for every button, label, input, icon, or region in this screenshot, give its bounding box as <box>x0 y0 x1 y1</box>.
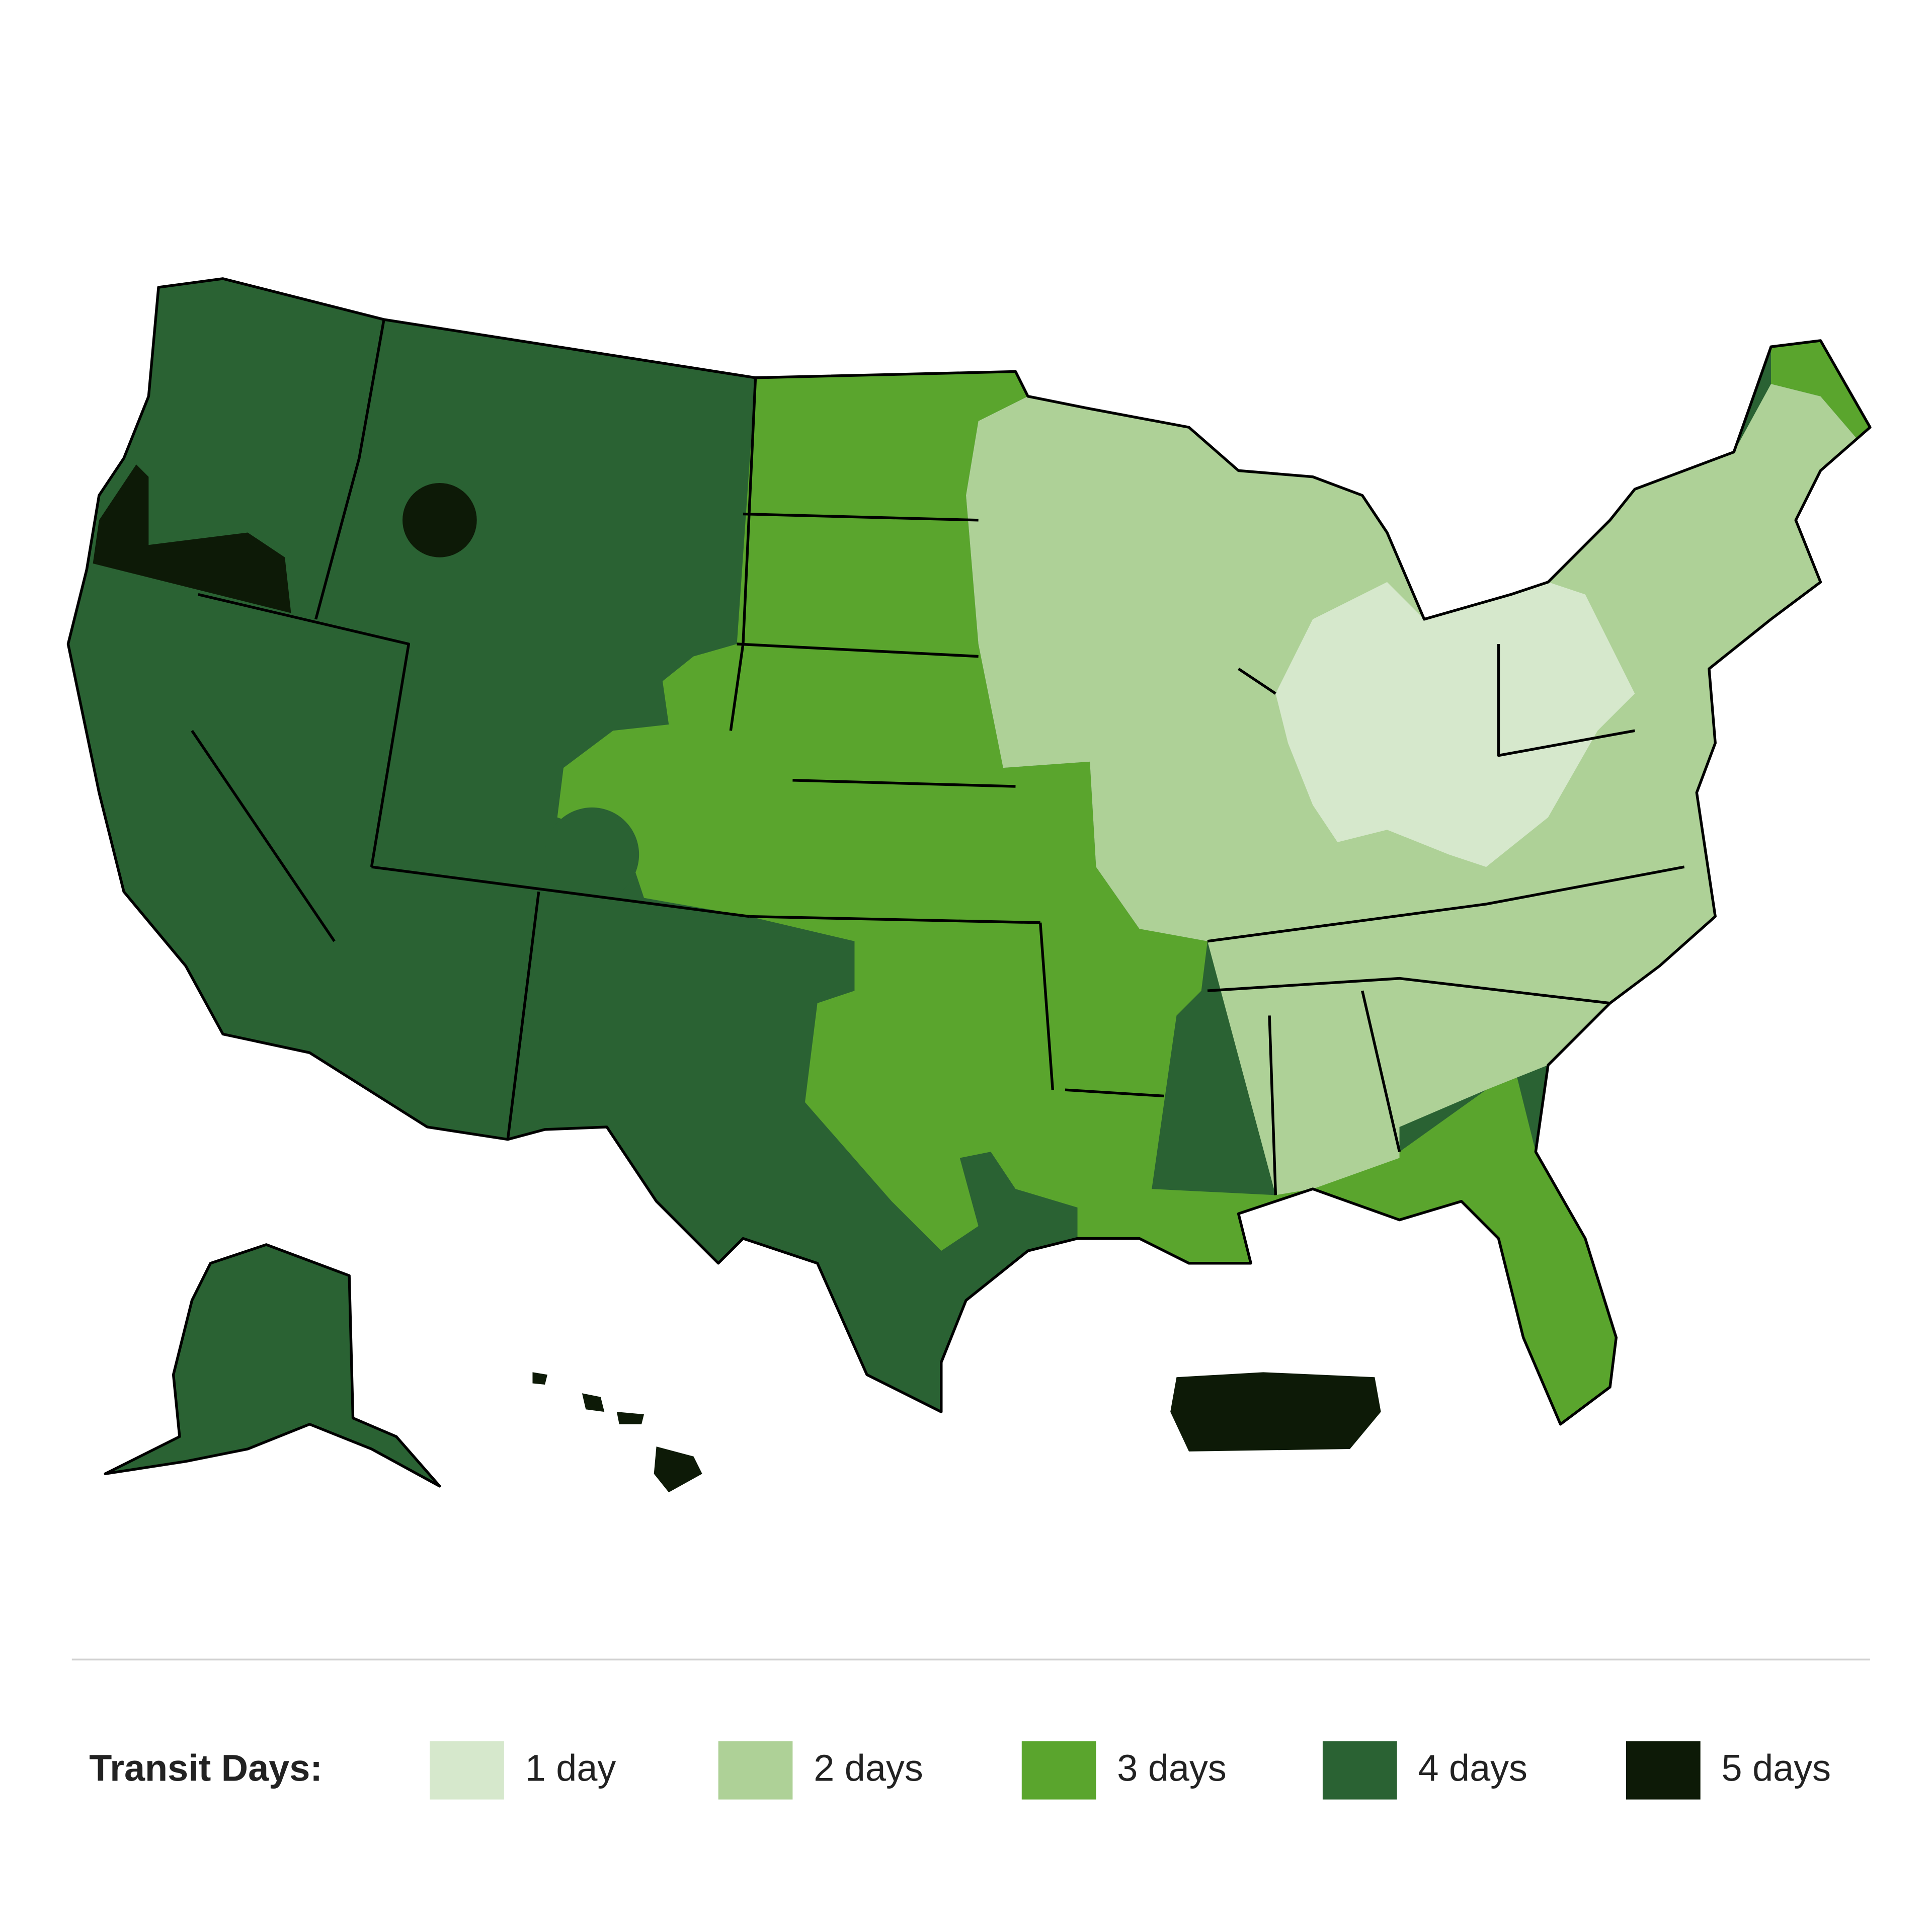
legend-label: 5 days <box>1722 1747 1831 1789</box>
map-zone <box>532 1372 547 1385</box>
map-zone <box>654 1446 702 1493</box>
map-zone <box>1771 340 1870 440</box>
map-zone <box>557 371 1617 1424</box>
state-border <box>1361 990 1401 1152</box>
state-border <box>743 512 979 522</box>
map-zone <box>1170 1372 1381 1452</box>
map-zone <box>105 1244 440 1486</box>
state-outline <box>104 1243 441 1488</box>
state-outline <box>66 277 1872 1426</box>
state-border <box>1207 977 1611 1005</box>
state-border <box>1065 1088 1165 1098</box>
legend: 1 day 2 days 3 days 4 days 5 days <box>430 1741 1831 1800</box>
map-zone <box>1275 582 1635 867</box>
legend-swatch <box>1626 1741 1701 1800</box>
state-border <box>198 593 411 867</box>
legend-swatch <box>1322 1741 1397 1800</box>
legend-label: 2 days <box>814 1747 923 1789</box>
state-border <box>371 865 750 918</box>
state-border <box>1038 922 1055 1090</box>
state-border <box>737 642 979 658</box>
state-border <box>792 779 1016 788</box>
legend-title: Transit Days: <box>89 1747 323 1789</box>
map-outlines <box>66 277 1872 1488</box>
state-border <box>1268 1015 1277 1195</box>
map-zone <box>403 483 477 557</box>
state-border <box>1238 667 1276 695</box>
state-border <box>191 730 336 942</box>
map-zone <box>582 1393 605 1412</box>
legend-swatch <box>718 1741 793 1800</box>
legend-swatch <box>430 1741 504 1800</box>
state-border <box>749 915 1040 924</box>
legend-label: 1 day <box>525 1747 616 1789</box>
state-border <box>1207 865 1685 943</box>
map-zone <box>545 807 639 902</box>
legend-label: 3 days <box>1117 1747 1227 1789</box>
legend-swatch <box>1021 1741 1096 1800</box>
state-border <box>314 319 385 620</box>
state-border <box>506 891 540 1140</box>
map-zone <box>93 464 291 613</box>
state-border <box>1497 644 1635 757</box>
map-zone <box>616 1412 644 1424</box>
legend-label: 4 days <box>1418 1747 1527 1789</box>
map-zones <box>68 278 1870 1493</box>
